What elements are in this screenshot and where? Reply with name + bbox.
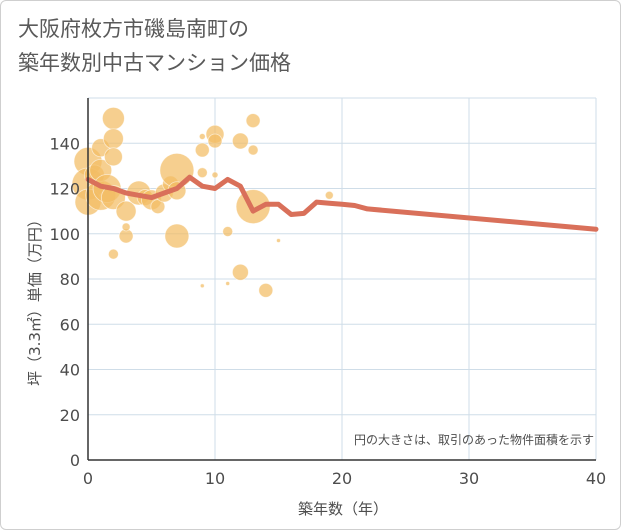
y-tick-label: 140 (49, 134, 80, 153)
bubble-point (225, 281, 231, 286)
y-tick-label: 40 (60, 361, 80, 380)
bubble-point (247, 144, 259, 156)
x-axis-label: 築年数（年） (298, 500, 388, 518)
bubble-point (103, 128, 124, 150)
y-tick-label: 80 (60, 270, 80, 289)
y-axis-label: 坪（3.3㎡）単価（万円） (26, 212, 44, 386)
bubble-point (211, 171, 219, 179)
y-tick-label: 0 (70, 451, 80, 470)
size-annotation: 円の大きさは、取引のあった物件面積を示す (354, 432, 594, 447)
title-line-1: 大阪府枚方市磯島南町の (18, 17, 249, 41)
average-line (85, 174, 599, 232)
y-tick-label: 120 (49, 180, 80, 199)
y-tick-label: 100 (49, 225, 80, 244)
chart-title: 大阪府枚方市磯島南町の 築年数別中古マンション価格 (18, 12, 291, 80)
bubble-point (231, 263, 249, 281)
bubble-point (102, 106, 125, 130)
bubble-point (108, 248, 119, 260)
y-tick-label: 20 (60, 406, 80, 425)
bubble-point (258, 282, 274, 298)
x-tick-label: 40 (586, 469, 606, 488)
x-tick-label: 30 (459, 469, 479, 488)
axes: 0 20 40 60 80 100 120 140 0 10 20 30 40 (49, 98, 606, 488)
x-tick-label: 10 (205, 469, 225, 488)
bubble-point (207, 133, 223, 149)
bubble-point (276, 238, 281, 243)
bubble-point (164, 223, 190, 249)
y-tick-label: 60 (60, 315, 80, 334)
bubble-point (104, 147, 123, 167)
bubble-point (198, 133, 206, 140)
bubble-point (194, 142, 210, 158)
title-line-2: 築年数別中古マンション価格 (18, 51, 291, 75)
x-tick-label: 0 (83, 469, 93, 488)
bubble-point (121, 222, 131, 232)
bubble-point (324, 190, 334, 200)
bubble-point (115, 200, 137, 222)
bubble-point (199, 283, 205, 289)
bubble-point (196, 167, 208, 179)
bubble-point (245, 113, 261, 129)
series-line (85, 174, 599, 232)
bubble-point (231, 132, 249, 150)
bubble-point (222, 226, 234, 237)
x-tick-label: 20 (332, 469, 352, 488)
bubbles (71, 106, 334, 298)
grid (88, 97, 597, 460)
